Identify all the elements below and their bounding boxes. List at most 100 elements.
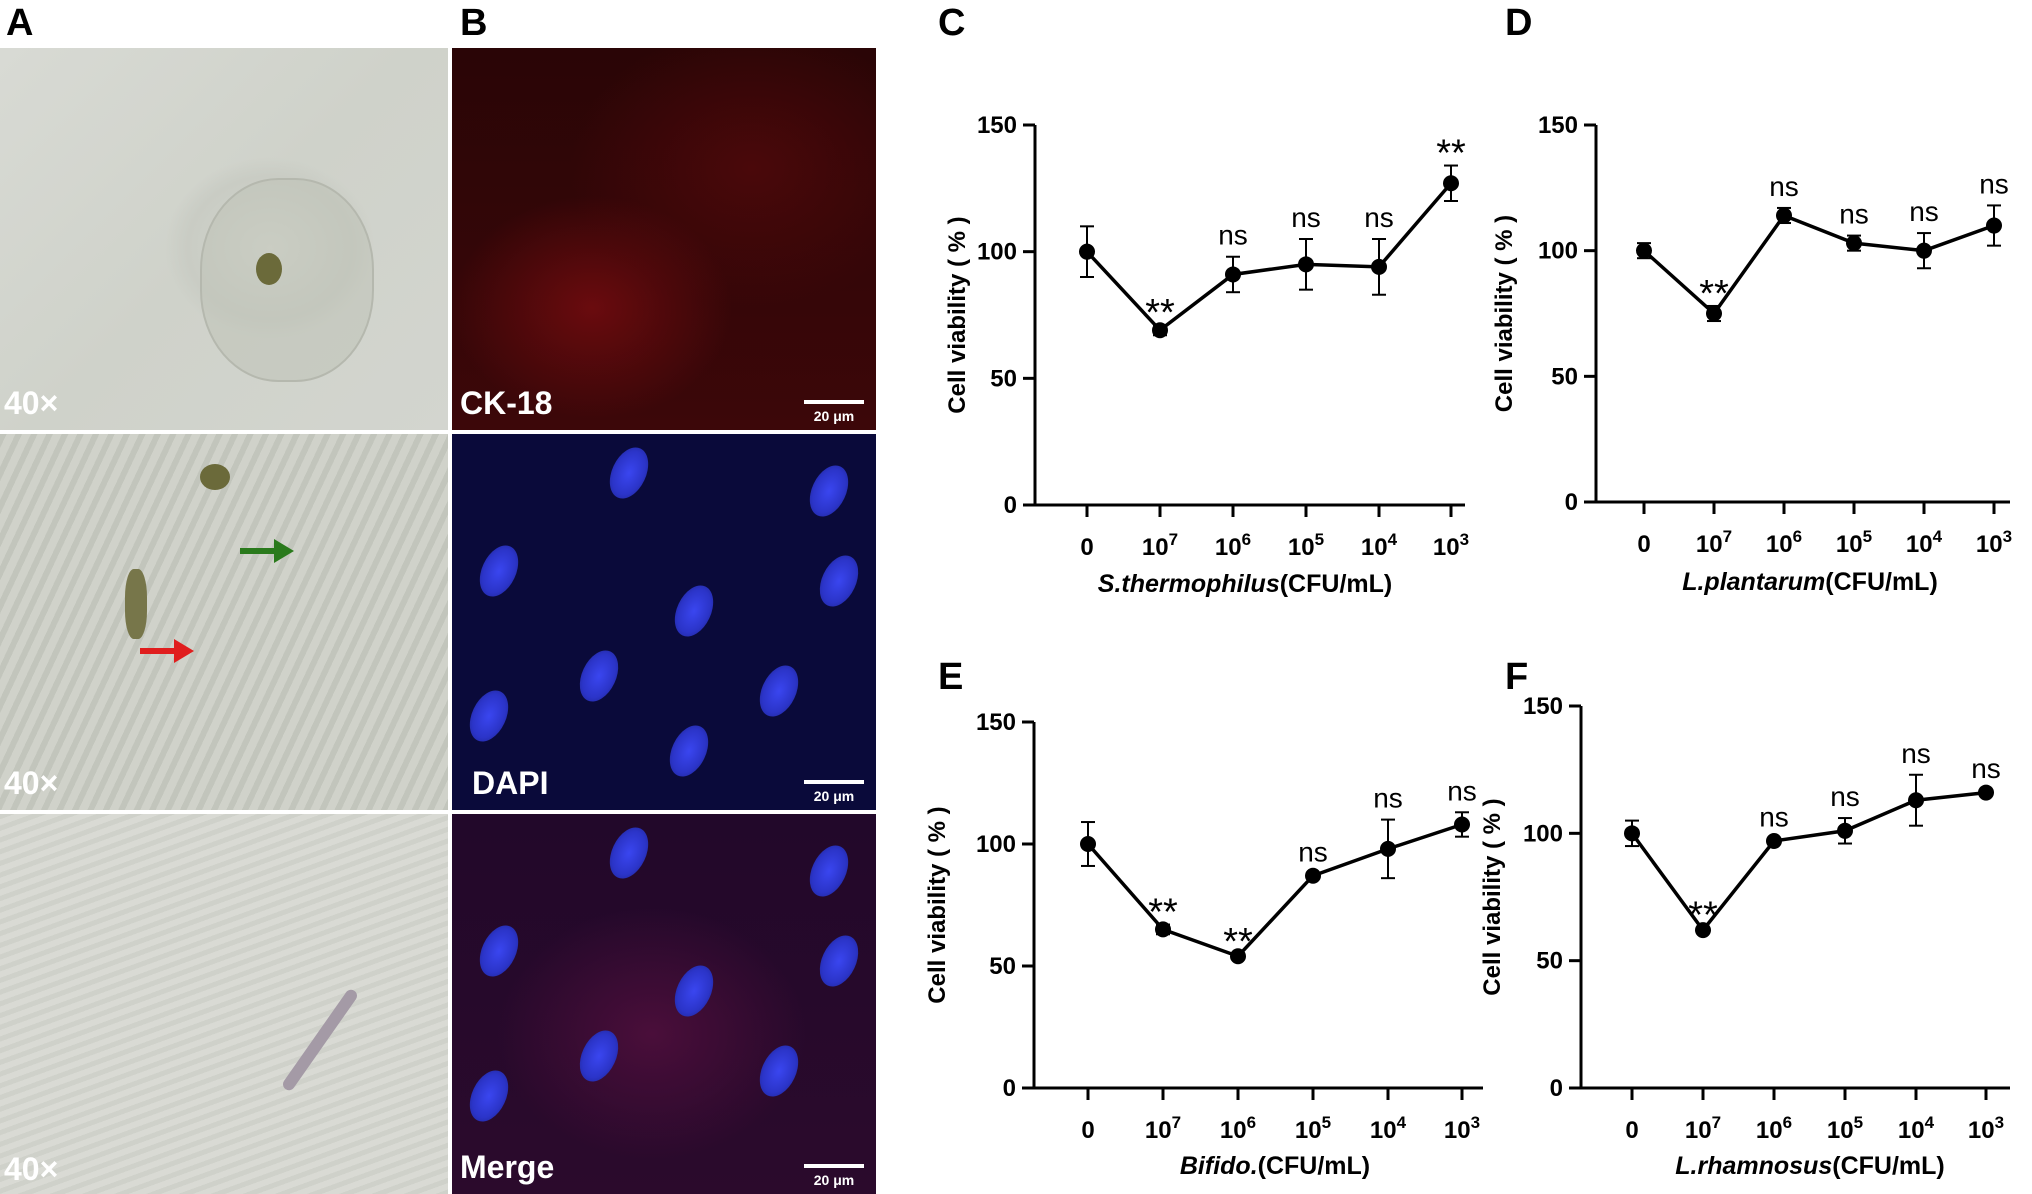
chart-f-y-label: Cell viability ( % ) [1479, 798, 1506, 995]
chart-c-y-label: Cell viability ( % ) [944, 216, 971, 413]
chart-f-significance-label: ns [1971, 753, 2001, 784]
chart-d-y-tick-label: 150 [1538, 112, 1578, 139]
chart-f-y-tick-label: 50 [1536, 948, 1563, 975]
chart-f-data-point [1766, 832, 1782, 849]
chart-f-significance-label: ns [1830, 781, 1860, 812]
chart-d-x-tick-label: 0 [1637, 531, 1650, 558]
chart-e-significance-label: ** [1223, 921, 1253, 963]
chart-e-y-tick-label: 100 [976, 831, 1016, 858]
panel-label-c: C [938, 2, 966, 44]
chart-e-x-tick-label: 0 [1081, 1117, 1094, 1144]
chart-d-significance-label: ** [1699, 273, 1729, 315]
chart-f-significance-label: ** [1688, 895, 1718, 937]
chart-e-y-label: Cell viability ( % ) [924, 806, 951, 1003]
chart-c-data-point [1371, 258, 1387, 275]
scale-bar: 20 μm [804, 400, 864, 424]
chart-f-x-tick-label: 103 [1968, 1113, 2004, 1144]
chart-e-data-point [1380, 840, 1396, 857]
chart-d-data-point [1846, 235, 1862, 252]
scale-bar-label: 20 μm [813, 1172, 855, 1188]
chart-d-data-point [1776, 207, 1792, 224]
chart-f-y-tick-label: 0 [1550, 1075, 1563, 1102]
chart-c-significance-label: ns [1218, 220, 1248, 251]
cell-cluster [125, 569, 147, 639]
panel-label-a: A [6, 2, 34, 44]
chart-f-significance-label: ns [1759, 801, 1789, 832]
chart-f-y-tick-label: 100 [1523, 820, 1563, 847]
chart-c-significance-label: ns [1291, 202, 1321, 233]
chart-c-significance-label: ** [1145, 292, 1175, 334]
chart-d-y-tick-label: 0 [1565, 489, 1578, 516]
scale-bar-label: 20 μm [813, 408, 855, 424]
chart-d-significance-label: ns [1979, 168, 2009, 199]
chart-c-y-tick-label: 150 [977, 112, 1017, 139]
chart-f-x-tick-label: 107 [1685, 1113, 1721, 1144]
chart-f-series-line [1630, 790, 1987, 933]
chart-d-x-tick-label: 103 [1976, 527, 2012, 558]
chart-c-data-point [1152, 322, 1168, 339]
chart-e-x-tick-label: 104 [1370, 1113, 1407, 1144]
chart-e-y-tick-label: 150 [976, 709, 1016, 736]
chart-c-y-tick-label: 0 [1004, 492, 1017, 519]
red-arrow [140, 639, 194, 663]
chart-d-x-label: L.plantarum(CFU/mL) [1682, 568, 1938, 596]
chart-e-data-point [1230, 948, 1246, 965]
chart-f-x-label: L.rhamnosus(CFU/mL) [1675, 1152, 1944, 1180]
chart-c-y-tick-label: 100 [977, 239, 1017, 266]
chart-c-x-tick-label: 106 [1215, 530, 1251, 561]
chart-e-significance-label: ns [1447, 775, 1477, 806]
chart-c-significance-label: ** [1436, 133, 1466, 175]
chart-d-x-tick-label: 107 [1696, 527, 1732, 558]
chart-d-significance-label: ns [1909, 196, 1939, 227]
cell-cluster [256, 253, 282, 285]
chart-c-y-tick-label: 50 [990, 365, 1017, 392]
chart-e-series-line [1086, 822, 1463, 959]
magnification-label: 40× [4, 765, 59, 801]
chart-f-x-tick-label: 106 [1756, 1113, 1792, 1144]
chart-e-data-point [1155, 921, 1171, 938]
micrograph-dapi: DAPI 20 μm [452, 434, 876, 810]
stain-label-merge: Merge [460, 1149, 555, 1185]
chart-c-x-tick-label: 103 [1433, 530, 1469, 561]
chart-c-data-point [1298, 256, 1314, 273]
chart-e-data-point [1080, 836, 1096, 852]
chart-c-data-point [1225, 266, 1241, 283]
chart-c-significance-label: ns [1364, 202, 1394, 233]
chart-e-y-tick-label: 0 [1003, 1075, 1016, 1102]
chart-f-x-tick-label: 105 [1827, 1113, 1863, 1144]
cell-cluster [200, 464, 230, 490]
chart-f-x-tick-label: 104 [1898, 1113, 1935, 1144]
micrograph-merge: Merge 20 μm [452, 814, 876, 1194]
cell-colony [200, 178, 374, 382]
chart-f-significance-label: ns [1901, 738, 1931, 769]
panel-label-b: B [460, 2, 488, 44]
chart-d-y-tick-label: 100 [1538, 238, 1578, 265]
chart-d-x-tick-label: 105 [1836, 527, 1872, 558]
chart-e-x-tick-label: 107 [1145, 1113, 1181, 1144]
chart-d-y-label: Cell viability ( % ) [1491, 215, 1518, 412]
panel-label-e: E [938, 656, 964, 698]
chart-d-x-tick-label: 104 [1906, 527, 1943, 558]
chart-e-x-tick-label: 105 [1295, 1113, 1331, 1144]
chart-d-significance-label: ns [1769, 171, 1799, 202]
micrograph-a-top: 40× [0, 48, 448, 430]
magnification-label: 40× [4, 385, 59, 421]
chart-f-data-point [1908, 792, 1924, 809]
chart-c-x-tick-label: 104 [1361, 530, 1398, 561]
micrograph-ck18: CK-18 20 μm [452, 48, 876, 430]
chart-d-data-point [1636, 242, 1652, 259]
scale-bar: 20 μm [804, 1164, 864, 1188]
chart-d-data-point [1986, 217, 2002, 234]
chart-f-x-tick-label: 0 [1625, 1117, 1638, 1144]
chart-e-x-tick-label: 106 [1220, 1113, 1256, 1144]
chart-e-significance-label: ns [1298, 836, 1328, 867]
chart-c-x-tick-label: 0 [1080, 534, 1093, 561]
chart-d-significance-label: ns [1839, 199, 1869, 230]
chart-d-data-point [1916, 242, 1932, 259]
stain-label-dapi: DAPI [472, 765, 549, 801]
chart-e-data-point [1305, 867, 1321, 884]
chart-f-y-tick-label: 150 [1523, 693, 1563, 720]
chart-c-x-label: S.thermophilus(CFU/mL) [1098, 570, 1392, 598]
micrograph-a-bottom: 40× [0, 814, 448, 1194]
